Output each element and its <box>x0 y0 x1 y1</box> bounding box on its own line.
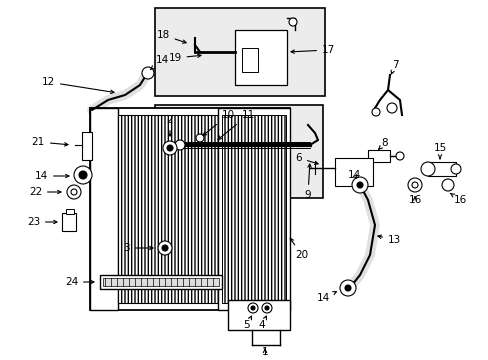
Circle shape <box>79 171 87 179</box>
Circle shape <box>74 166 92 184</box>
Circle shape <box>262 303 271 313</box>
Text: 2: 2 <box>166 115 173 136</box>
Text: 22: 22 <box>29 187 61 197</box>
Text: 4: 4 <box>258 316 266 330</box>
Circle shape <box>264 306 268 310</box>
Text: 20: 20 <box>290 238 307 260</box>
Circle shape <box>175 140 184 150</box>
Bar <box>66 209 74 214</box>
Text: 8: 8 <box>378 138 387 149</box>
Text: 14: 14 <box>347 170 361 180</box>
Bar <box>100 275 222 289</box>
Bar <box>118 115 218 303</box>
Bar <box>82 132 92 160</box>
Circle shape <box>371 108 379 116</box>
Circle shape <box>163 141 177 155</box>
Circle shape <box>420 162 434 176</box>
Text: 9: 9 <box>304 164 311 200</box>
Text: 21: 21 <box>32 137 68 147</box>
Circle shape <box>407 178 421 192</box>
Text: 19: 19 <box>168 53 201 63</box>
Text: 10: 10 <box>203 110 234 135</box>
Text: 5: 5 <box>243 316 251 330</box>
Circle shape <box>247 303 258 313</box>
Bar <box>227 300 289 330</box>
Text: 11: 11 <box>218 110 254 139</box>
Circle shape <box>250 306 254 310</box>
Text: 14: 14 <box>150 55 168 69</box>
Circle shape <box>288 18 296 26</box>
Text: 24: 24 <box>64 277 94 287</box>
Text: 23: 23 <box>27 217 57 227</box>
Circle shape <box>441 179 453 191</box>
Bar <box>155 105 323 198</box>
Bar <box>90 108 118 310</box>
Text: 15: 15 <box>432 143 446 159</box>
Bar <box>242 48 258 72</box>
Bar <box>90 108 289 310</box>
Text: 3: 3 <box>123 243 153 253</box>
Bar <box>103 278 219 286</box>
Text: 14: 14 <box>316 292 336 303</box>
Bar <box>367 150 389 162</box>
Bar <box>235 30 286 85</box>
Circle shape <box>196 134 203 142</box>
Circle shape <box>356 182 362 188</box>
Bar <box>218 108 289 310</box>
Bar <box>62 213 76 231</box>
Circle shape <box>158 241 172 255</box>
Circle shape <box>67 185 81 199</box>
Bar <box>155 8 325 96</box>
Circle shape <box>450 164 460 174</box>
Bar <box>427 162 455 176</box>
Text: 14: 14 <box>35 171 69 181</box>
Text: 13: 13 <box>377 235 401 245</box>
Circle shape <box>167 145 173 151</box>
Circle shape <box>142 67 154 79</box>
Circle shape <box>339 280 355 296</box>
Circle shape <box>162 245 168 251</box>
Text: 17: 17 <box>290 45 335 55</box>
Circle shape <box>351 177 367 193</box>
Text: 1: 1 <box>261 347 268 357</box>
Text: 12: 12 <box>41 77 114 94</box>
Text: 6: 6 <box>295 153 318 165</box>
Text: 7: 7 <box>390 60 398 74</box>
Text: 16: 16 <box>449 193 466 205</box>
Circle shape <box>386 103 396 113</box>
Text: 16: 16 <box>407 195 421 205</box>
Bar <box>222 115 285 303</box>
Circle shape <box>395 152 403 160</box>
Bar <box>334 158 372 186</box>
Text: 18: 18 <box>156 30 186 43</box>
Circle shape <box>345 285 350 291</box>
